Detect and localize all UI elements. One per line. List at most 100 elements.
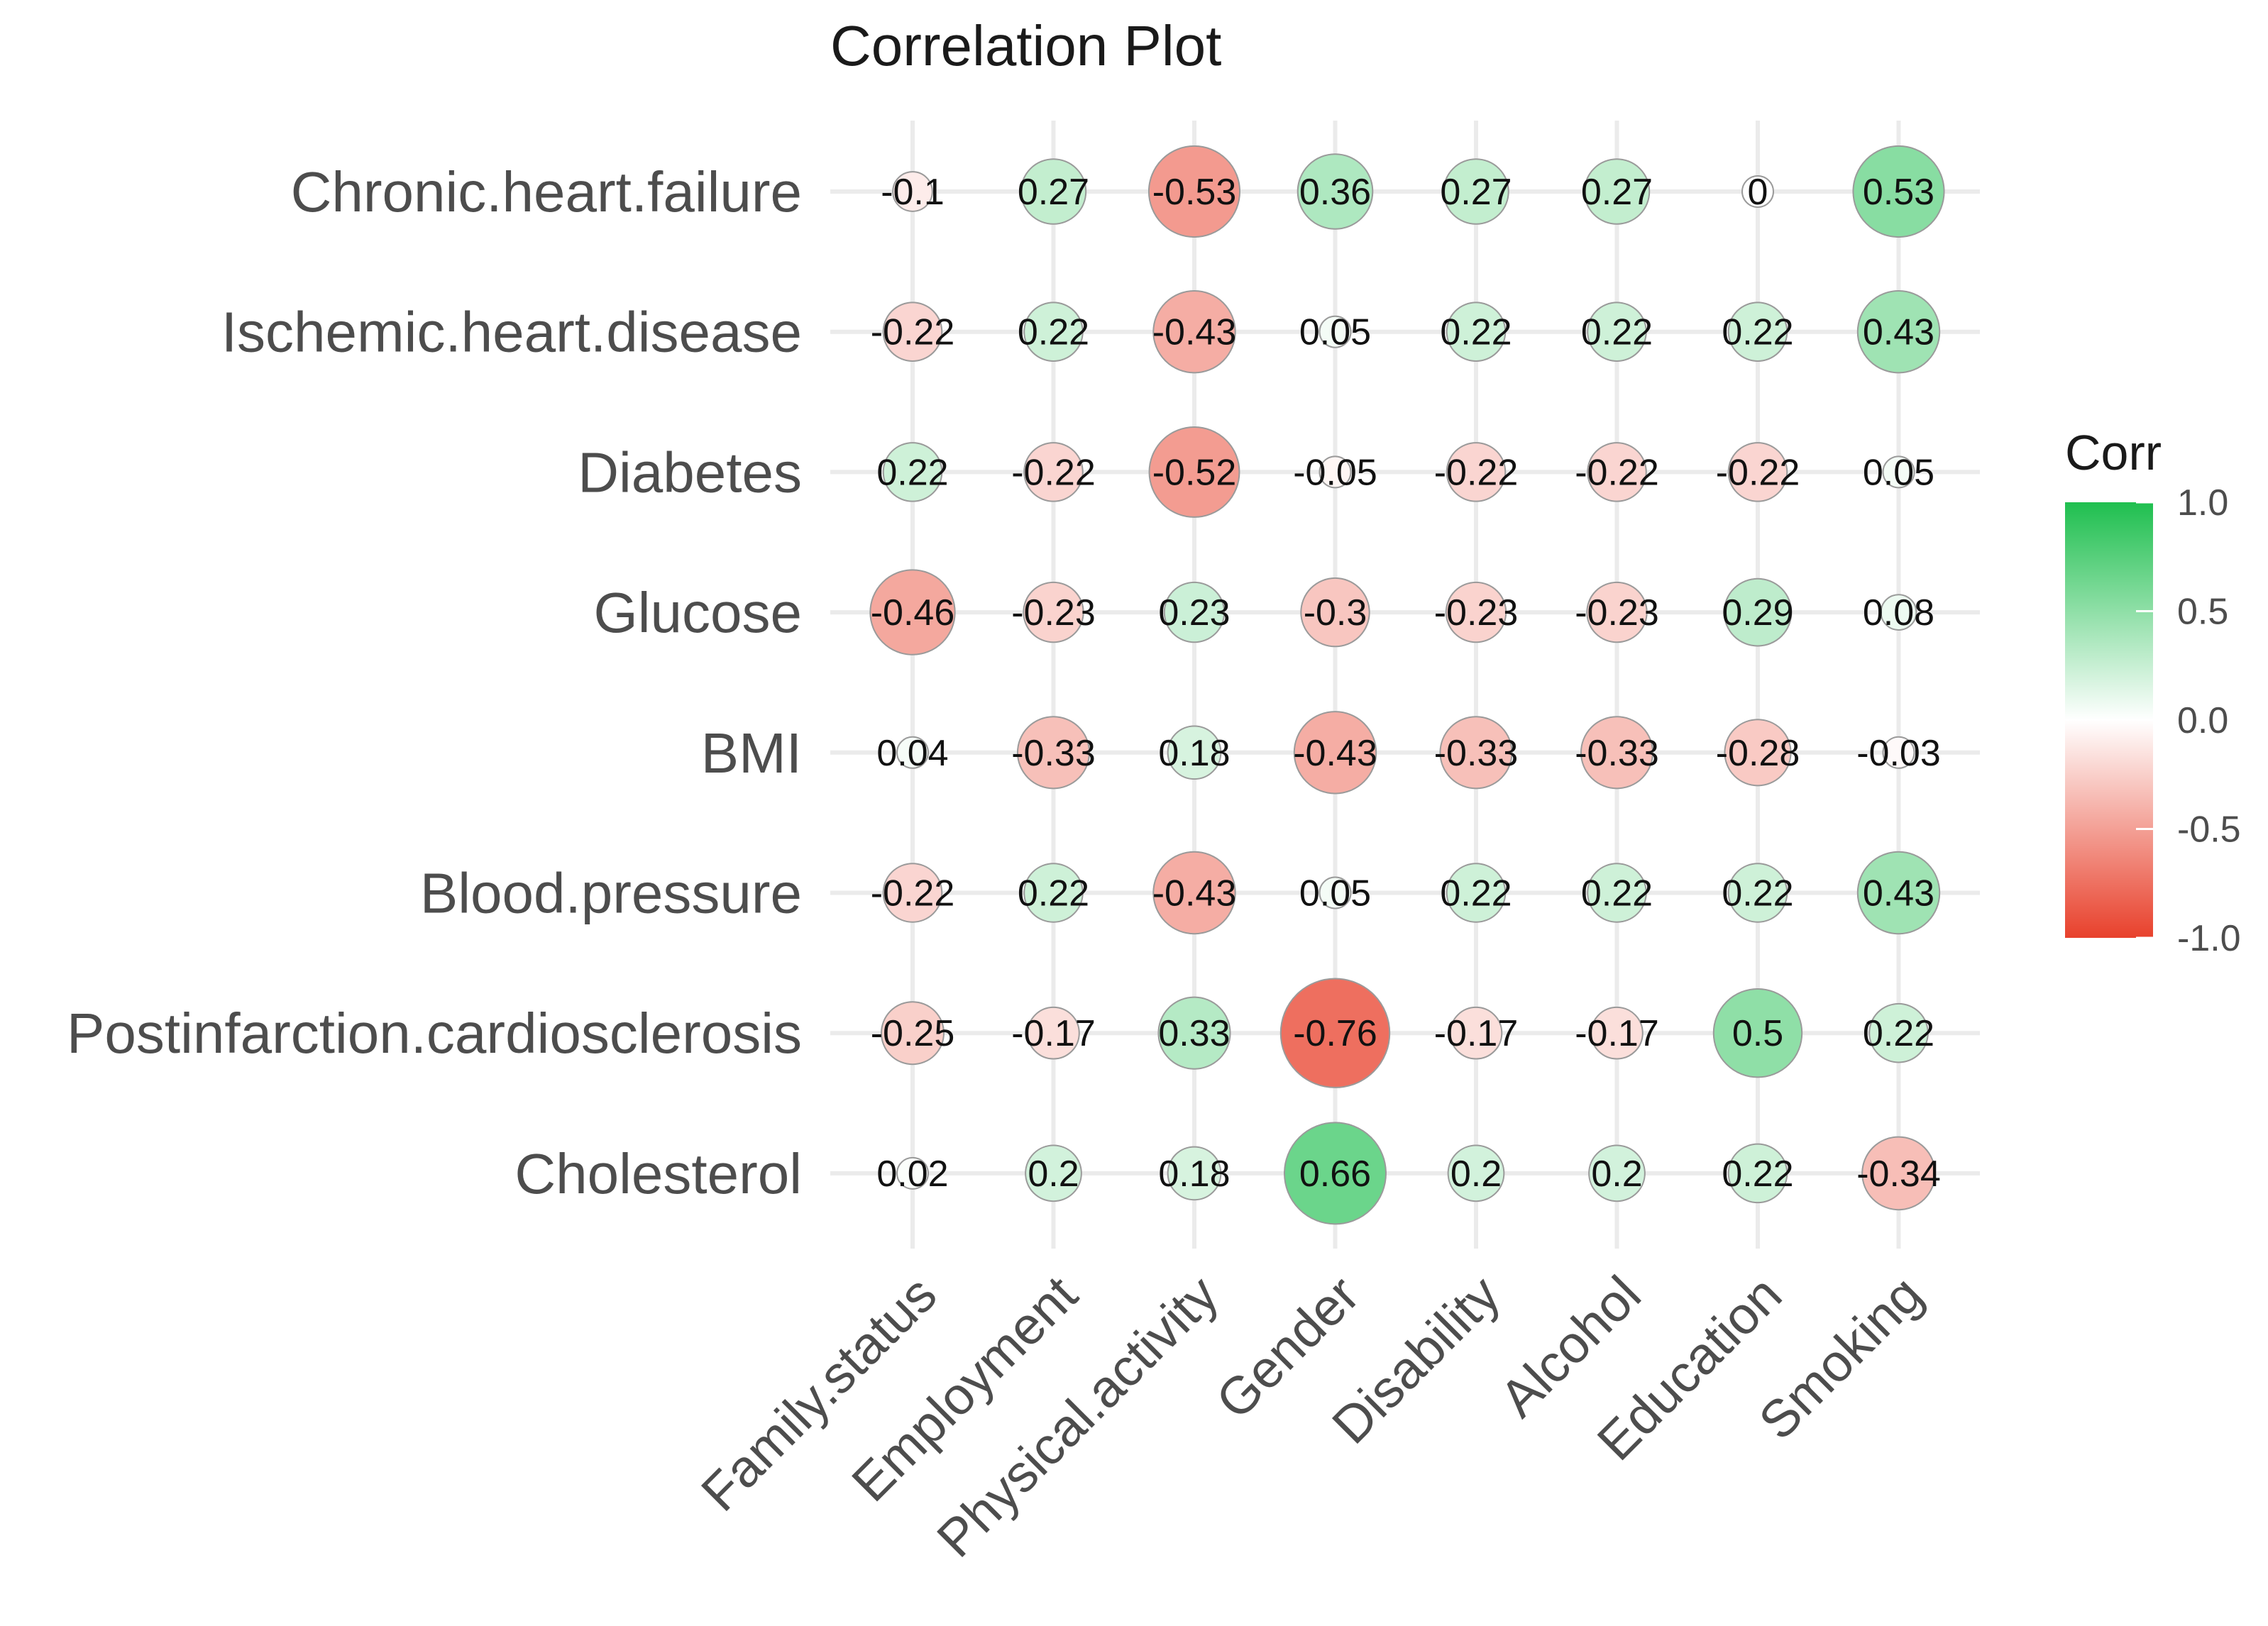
correlation-circle: [869, 569, 956, 656]
correlation-value: -0.23: [1011, 592, 1096, 634]
correlation-value: -0.05: [1293, 452, 1377, 493]
correlation-value: -0.33: [1575, 733, 1659, 774]
correlation-value: 0.02: [876, 1154, 948, 1195]
correlation-cell: -0.46: [869, 569, 956, 656]
correlation-circle: [1449, 1006, 1503, 1060]
correlation-circle: [1167, 725, 1222, 780]
correlation-circle: [1590, 1006, 1644, 1060]
correlation-cell: -0.33: [1011, 716, 1096, 790]
correlation-circle: [1446, 302, 1507, 362]
correlation-value: 0.22: [1722, 1154, 1793, 1195]
correlation-circle: [1712, 988, 1803, 1078]
correlation-cell: 0.22: [1581, 863, 1653, 923]
correlation-cell: -0.23: [1011, 581, 1096, 643]
correlation-cell: 0.22: [1440, 863, 1512, 923]
correlation-value: 0.22: [876, 452, 948, 493]
correlation-value: -0.33: [1434, 733, 1519, 774]
correlation-value: 0.2: [1591, 1154, 1642, 1195]
correlation-cell: 0.18: [1158, 725, 1231, 780]
correlation-cell: 0.2: [1447, 1144, 1505, 1202]
correlation-cell: 0.05: [1299, 312, 1371, 353]
correlation-cell: -0.03: [1856, 733, 1941, 774]
correlation-circle: [1882, 736, 1915, 769]
chart-title: Correlation Plot: [830, 14, 1221, 77]
correlation-cell: -0.22: [1575, 442, 1659, 502]
correlation-cell: 0.22: [1440, 302, 1512, 362]
correlation-circle: [1300, 577, 1370, 648]
correlation-value: -0.22: [1716, 452, 1800, 493]
correlation-value: -0.23: [1434, 592, 1519, 634]
correlation-circle: [1020, 158, 1087, 225]
correlation-cell: 0.43: [1856, 851, 1941, 935]
correlation-cell: 0.22: [1018, 863, 1089, 923]
correlation-circle: [1319, 455, 1352, 489]
correlation-circle: [1148, 426, 1240, 518]
correlation-value: -0.17: [1011, 1013, 1096, 1054]
correlation-cell: 0.36: [1297, 153, 1374, 230]
column-labels: Family.statusEmploymentPhysical.activity…: [690, 1264, 1934, 1568]
correlation-cell: -0.17: [1011, 1006, 1096, 1060]
correlation-circle: [1856, 289, 1941, 374]
correlation-circle: [882, 442, 943, 502]
correlation-circle: [1587, 442, 1647, 502]
correlation-value: -0.33: [1011, 733, 1096, 774]
correlation-value: 0.33: [1158, 1013, 1230, 1054]
correlation-cell: -0.43: [1152, 851, 1237, 935]
correlation-value: 0.22: [1018, 312, 1089, 353]
correlation-circle: [1445, 581, 1507, 643]
correlation-value: 0.08: [1863, 592, 1934, 634]
correlation-value: 0.2: [1028, 1154, 1079, 1195]
correlation-circle: [1297, 153, 1374, 230]
correlation-value: -0.23: [1575, 592, 1659, 634]
correlation-cell: -0.22: [871, 863, 954, 923]
correlation-circle: [1580, 716, 1654, 790]
correlation-cell: -0.53: [1147, 145, 1241, 238]
correlation-circle: [1856, 851, 1941, 935]
correlation-value: 0.27: [1440, 172, 1512, 213]
correlation-value: 0.22: [1863, 1013, 1934, 1054]
correlation-value: -0.17: [1575, 1013, 1659, 1054]
correlation-circle: [1727, 863, 1788, 923]
row-label: Cholesterol: [514, 1142, 802, 1205]
correlation-cell: -0.43: [1152, 289, 1236, 374]
correlation-circle: [882, 863, 943, 923]
correlation-value: -0.22: [1575, 452, 1659, 493]
correlation-value: 0.22: [1440, 873, 1512, 914]
correlation-cell: 0.29: [1722, 577, 1794, 647]
cells: -0.1 0.27 -0.53 0.36 0.27 0.27 0 0.53 -0.22 0.22 -…: [869, 145, 1945, 1225]
correlation-value: -0.43: [1293, 733, 1377, 774]
correlation-value: 0.66: [1299, 1154, 1371, 1195]
correlation-cell: 0.22: [1722, 302, 1794, 362]
legend-tick-label: 0.5: [2177, 592, 2228, 633]
legend-title: Corr: [2065, 425, 2162, 480]
correlation-circle: [1023, 442, 1084, 502]
correlation-cell: -0.17: [1434, 1006, 1518, 1060]
correlation-value: 0.2: [1450, 1154, 1502, 1195]
correlation-value: 0: [1748, 172, 1768, 213]
correlation-circle: [1724, 719, 1792, 787]
correlation-value: -0.34: [1856, 1154, 1941, 1195]
correlation-cell: -0.25: [871, 1001, 954, 1066]
correlation-value: -0.43: [1152, 873, 1237, 914]
correlation-circle: [1586, 581, 1648, 643]
correlation-circle: [1443, 158, 1509, 225]
row-label: Chronic.heart.failure: [291, 160, 802, 223]
correlation-cell: -0.52: [1148, 426, 1240, 518]
correlation-value: 0.22: [1581, 312, 1653, 353]
correlation-cell: -0.23: [1434, 581, 1519, 643]
correlation-value: 0.18: [1158, 1154, 1230, 1195]
correlation-value: -0.1: [881, 172, 945, 213]
correlation-circle: [1727, 1143, 1788, 1204]
correlation-value: 0.27: [1581, 172, 1653, 213]
correlation-cell: 0.22: [1722, 1143, 1794, 1204]
correlation-circle: [1023, 863, 1084, 923]
correlation-cell: -0.22: [1011, 442, 1096, 502]
correlation-value: 0.5: [1732, 1013, 1783, 1054]
correlation-circle: [1025, 1144, 1082, 1202]
correlation-circle: [1293, 711, 1377, 795]
grid-lines: [830, 121, 1980, 1249]
correlation-circle: [1167, 1146, 1222, 1201]
correlation-cell: 0.18: [1158, 1146, 1231, 1201]
correlation-value: 0.22: [1440, 312, 1512, 353]
